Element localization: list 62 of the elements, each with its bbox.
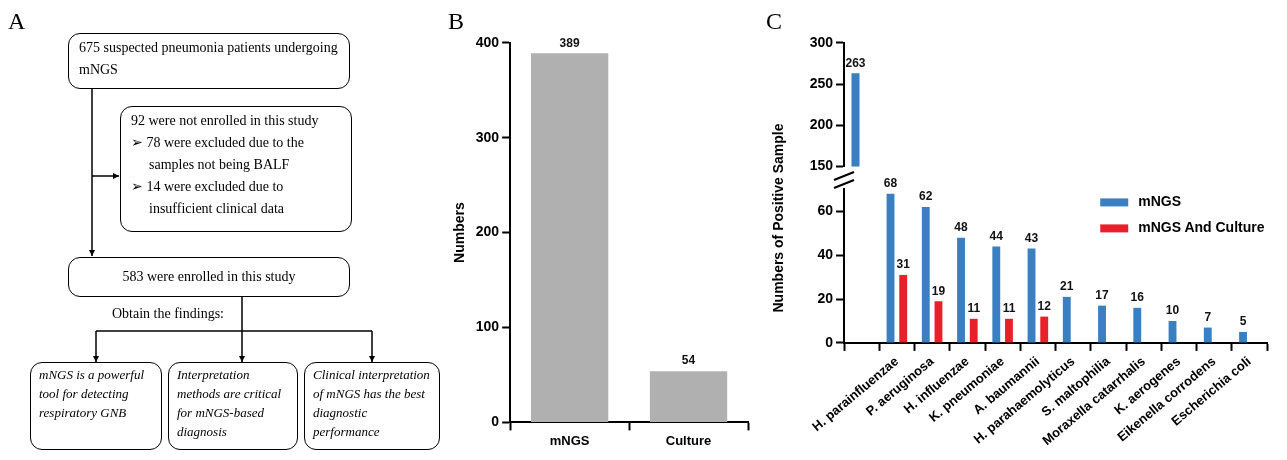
text: 583 were enrolled in this study: [68, 257, 350, 297]
y-tick-label: 60: [817, 202, 834, 219]
data-label: 54: [681, 353, 696, 368]
text: Interpretation methods are critical for mNGS-based diagnosis: [168, 362, 298, 450]
y-axis-title: Numbers: [451, 202, 468, 263]
data-label: 62: [919, 189, 933, 204]
y-tick-label: 0: [825, 333, 834, 350]
data-label: 31: [896, 257, 911, 272]
data-label: 16: [1130, 290, 1145, 305]
x-tick-label: mNGS: [549, 432, 590, 448]
bar: [921, 206, 930, 343]
text: Clinical interpretation of mNGS has the best diagnostic performance: [304, 362, 440, 450]
bar: [969, 318, 978, 343]
bar: [1098, 305, 1106, 343]
bar: [1005, 318, 1013, 343]
y-tick-label: 0: [491, 413, 500, 430]
text: 675 suspected pneumonia patients undergoing mNGS: [68, 33, 350, 89]
data-label: 10: [1165, 303, 1180, 318]
data-label: 11: [1002, 301, 1016, 316]
chart-title: C: [766, 7, 783, 34]
data-label: 17: [1095, 287, 1110, 302]
bar: [1239, 331, 1247, 343]
bar: [1062, 296, 1071, 343]
bar: [1203, 327, 1212, 343]
data-label: 263: [845, 55, 866, 70]
y-tick-label: 300: [475, 128, 500, 145]
data-label: 5: [1239, 314, 1247, 329]
x-tick-label: Culture: [665, 432, 712, 448]
text: mNGS is a powerful tool for detecting respiratory GNB: [30, 362, 162, 450]
bar: [899, 274, 908, 343]
y-tick-label: 150: [809, 157, 834, 174]
legend-label: mNGS: [1138, 193, 1182, 210]
data-label: 48: [954, 219, 969, 234]
legend-label: mNGS And Culture: [1138, 219, 1265, 236]
y-axis-title: Numbers of Positive Sample: [770, 123, 786, 313]
bar: [1040, 316, 1049, 343]
y-tick-label: 200: [809, 116, 834, 133]
bar: [1133, 307, 1142, 343]
y-tick-label: 40: [817, 246, 834, 263]
text: Obtain the findings:: [112, 306, 224, 322]
chart-title: B: [448, 7, 465, 34]
data-label: 19: [931, 283, 946, 298]
y-tick-label: 400: [475, 33, 500, 50]
data-label: 68: [883, 176, 898, 191]
text: ➢ 78 were excluded due to the samples not being BALF: [131, 134, 305, 174]
y-tick-label: 200: [475, 223, 500, 240]
y-tick-label: 300: [809, 33, 834, 50]
data-label: 12: [1037, 298, 1052, 313]
data-label: 11: [967, 301, 981, 316]
data-label: 21: [1060, 279, 1074, 294]
text: A: [8, 8, 26, 35]
y-tick-label: 250: [809, 74, 834, 91]
text: ➢ 14 were excluded due to insufficient clinical data: [131, 178, 286, 218]
bar: [957, 237, 965, 343]
data-label: 7: [1204, 309, 1212, 324]
data-label: 389: [559, 35, 580, 50]
y-tick-label: 20: [817, 289, 834, 306]
data-label: 43: [1024, 230, 1039, 245]
y-tick-label: 100: [475, 318, 500, 335]
text: 92 were not enrolled in this study: [131, 112, 320, 130]
bar: [992, 246, 1001, 343]
data-label: 44: [989, 228, 1004, 243]
